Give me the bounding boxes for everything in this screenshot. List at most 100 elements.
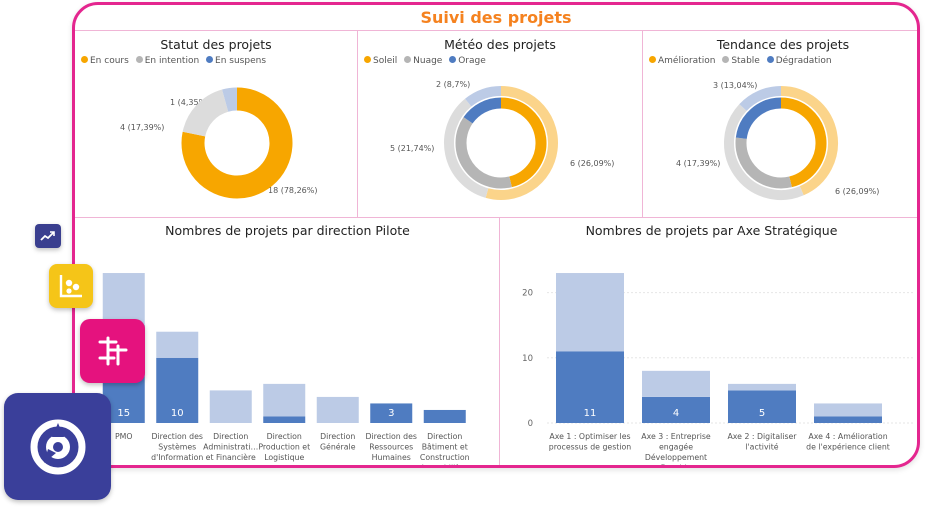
bar[interactable] [102,273,145,326]
legend-label: En cours [90,56,129,66]
bar[interactable] [263,416,306,423]
x-tick-label: PMO [115,432,133,441]
donut-slice[interactable] [500,97,547,188]
bar-data-label: 15 [117,408,130,419]
bar[interactable] [209,390,252,423]
legend-label: Amélioration [658,56,716,66]
panel-meteo: Météo des projets Soleil Nuage Orage 2 (… [358,30,643,217]
bar[interactable] [642,396,710,423]
x-tick-label: Construction [420,453,470,462]
legend-label: En suspens [215,56,267,66]
legend-item: En suspens [206,56,266,66]
x-tick-label: Direction [213,432,248,441]
x-tick-label: Bâtiment et [422,443,468,452]
dashboard-card: Suivi des projets Statut des projets En … [72,2,920,468]
y-tick-label: 20 [522,289,533,299]
bar[interactable] [370,403,413,423]
donut-slice[interactable] [455,117,512,189]
panel-statut: Statut des projets En cours En intention… [75,30,358,217]
donut-slice[interactable] [222,87,238,112]
bar-data-label: 3 [388,408,394,419]
trend-icon[interactable] [35,224,61,248]
legend-dot [81,56,88,63]
legend: En cours En intention En suspens [81,56,270,66]
bar[interactable] [728,390,796,423]
x-tick-label: Systèmes [158,443,196,452]
bar[interactable] [814,416,882,423]
x-tick-label: Logistique [264,453,304,462]
x-tick-label: Axe 4 : Amélioration [808,432,887,441]
bar-data-label: 10 [171,408,184,419]
legend-label: Nuage [413,56,443,66]
donut-slice[interactable] [735,97,782,140]
donut-slice[interactable] [780,97,827,188]
donut-slice[interactable] [739,86,782,112]
x-tick-label: Direction des [365,432,417,441]
legend-label: Dégradation [775,56,832,66]
donut-slice[interactable] [463,97,502,124]
bar[interactable] [263,383,306,417]
legend-item: Amélioration [649,56,715,66]
chart-icon[interactable] [49,264,93,308]
chart-title: Nombres de projets par direction Pilote [165,223,410,238]
x-tick-label: Axe 2 : Digitaliser [727,432,797,441]
donut-slice[interactable] [735,137,792,189]
legend-item: Soleil [364,56,397,66]
donut-slice[interactable] [780,86,838,196]
bar[interactable] [728,383,796,391]
donut-label: 2 (8,7%) [436,80,470,89]
x-tick-label: Durable [661,464,692,469]
legend-item: Nuage [404,56,442,66]
x-tick-label: Axe 3 : Entreprise [641,432,711,441]
x-tick-label: Axe 1 : Optimiser les [549,432,630,441]
legend-item: Dégradation [766,56,832,66]
x-tick-label: Direction [267,432,302,441]
y-tick-label: 0 [528,419,533,429]
legend-item: En cours [81,56,129,66]
legend-item: Orage [449,56,486,66]
x-tick-label: Humaines [372,453,411,462]
donut-slice[interactable] [181,87,293,199]
donut-label: 5 (21,74%) [390,144,434,153]
bar[interactable] [156,331,199,358]
donut-label: 6 (26,09%) [835,187,879,196]
x-tick-label: engagée [659,443,693,452]
y-tick-label: 10 [522,354,533,364]
x-tick-label: et Financière [206,453,256,462]
panel-title: Tendance des projets [716,37,850,52]
bar-data-label: 5 [759,408,765,419]
panel-title: Météo des projets [444,37,556,52]
legend-dot [649,56,656,63]
legend-dot [722,56,730,63]
x-tick-label: d'Information [151,453,203,462]
legend-label: Soleil [373,56,398,66]
donut-slice[interactable] [724,104,804,200]
x-tick-label: l'activité [745,443,778,452]
bar[interactable] [316,396,359,423]
bar[interactable] [156,357,199,423]
bar[interactable] [423,409,466,423]
donut-slice[interactable] [182,89,229,138]
bar[interactable] [814,403,882,417]
x-tick-label: processus de gestion [549,443,631,452]
legend-label: Stable [731,56,760,66]
bar-data-label: 4 [673,408,679,419]
app-logo-icon [4,393,111,500]
bar[interactable] [556,351,624,423]
bar[interactable] [556,273,624,352]
x-tick-label: Administrati… [203,443,258,452]
dashboard-title: Suivi des projets [420,8,572,27]
panel-axe-strategique: Nombres de projets par Axe Stratégique 0 1… [500,217,917,469]
x-tick-label: Production et [258,443,310,452]
donut-slice[interactable] [485,86,558,200]
x-tick-label: Direction [427,432,462,441]
donut-slice[interactable] [465,86,502,107]
chart-title: Nombres de projets par Axe Stratégique [586,223,838,238]
donut-label: 18 (78,26%) [268,186,317,195]
donut-chart-tendance: 3 (13,04%) 4 (17,39%) 6 (26,09%) [676,81,879,200]
donut-slice[interactable] [444,98,489,198]
gantt-icon[interactable] [80,319,145,383]
bar[interactable] [642,370,710,397]
legend-item: En intention [135,56,199,66]
donut-label: 6 (26,09%) [570,159,614,168]
